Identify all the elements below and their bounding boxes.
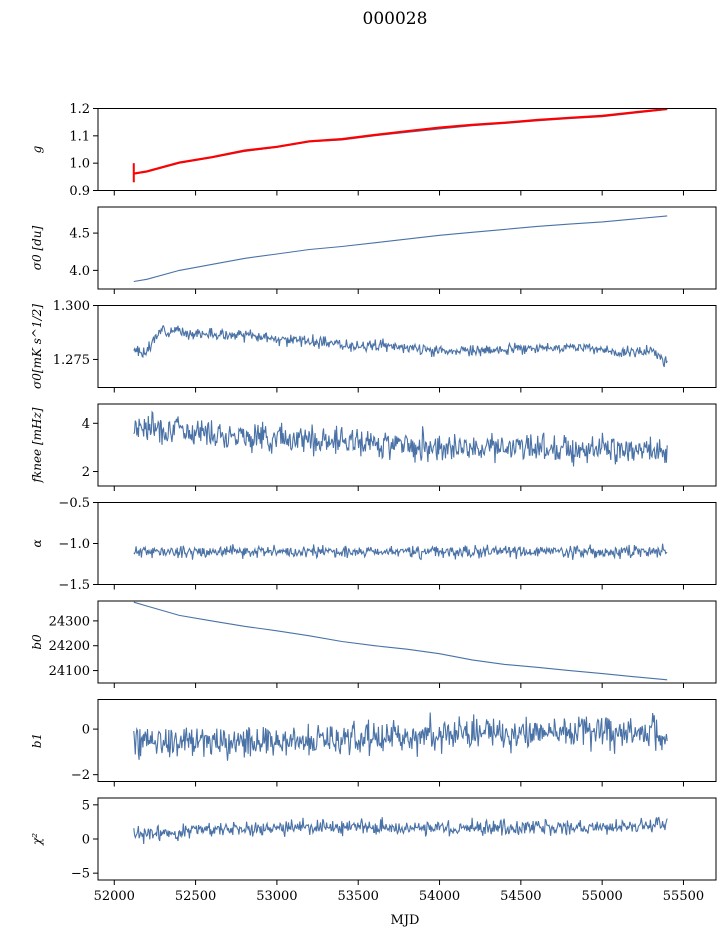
panel-6: 24100 24200 24300 b0 (30, 600, 717, 688)
series-line-1 (133, 410, 668, 467)
x-tick-label: 55500 (663, 889, 704, 904)
y-tick-label: 24300 (49, 614, 90, 629)
figure-title: 000028 (363, 9, 428, 29)
y-tick-label: −1.5 (58, 578, 90, 593)
y-tick-label: 0 (82, 723, 90, 738)
y-tick-label: 0 (82, 833, 90, 848)
y-axis-label: b1 (30, 733, 44, 748)
panel-frame (97, 797, 717, 881)
panel-frame (97, 502, 717, 585)
panel-7: −2 0 b1 (30, 699, 717, 787)
x-tick-label: 55000 (581, 889, 622, 904)
x-tick-label: 54000 (419, 889, 460, 904)
x-tick-label: 54500 (500, 889, 541, 904)
panel-1: 0.9 1.0 1.1 1.2 g (30, 102, 717, 199)
x-axis-label: MJD (391, 913, 420, 928)
panel-frame (97, 206, 717, 290)
y-tick-label: 24200 (49, 639, 90, 654)
y-axis-label: σ0 [du] (30, 225, 44, 270)
x-tick-label: 53000 (256, 889, 297, 904)
series-line-1 (133, 108, 668, 175)
y-tick-label: −1.0 (58, 537, 90, 552)
panel-2: 4.0 4.5 σ0 [du] (30, 206, 717, 294)
panel-frame (97, 403, 717, 487)
x-tick-label: 52500 (175, 889, 216, 904)
series-line-1 (133, 712, 668, 761)
y-tick-label: 0.9 (69, 184, 90, 199)
y-tick-label: −2 (71, 768, 90, 783)
y-tick-label: 1.1 (69, 129, 90, 144)
panel-5: −1.5 −1.0 −0.5 α (30, 496, 717, 593)
y-axis-label: b0 (30, 634, 44, 650)
panel-3: 1.275 1.300 σ0[mK s^1/2] (30, 299, 717, 393)
y-axis-label: g (30, 145, 44, 153)
panel-frame (97, 699, 717, 782)
y-tick-label: 4.5 (69, 227, 90, 242)
x-tick-label: 53500 (338, 889, 379, 904)
panel-8: −5 0 5 52000 52500 53000 53500 54000 54500 55000 5… (30, 797, 717, 904)
series-line-2 (133, 108, 668, 175)
y-tick-label: 24100 (49, 664, 90, 679)
series-line-1 (133, 543, 668, 561)
y-tick-label: 1.275 (53, 353, 90, 368)
y-tick-label: −5 (71, 867, 90, 882)
y-tick-label: 1.2 (69, 102, 90, 117)
y-tick-label: 5 (82, 798, 90, 813)
series-line-1 (133, 601, 668, 681)
y-axis-label: fknee [mHz] (30, 407, 44, 483)
y-tick-label: 2 (82, 465, 90, 480)
panels-container: 0.9 1.0 1.1 1.2 g 4.0 4.5 σ0 [du] 1.275 1.300 σ0[m… (30, 102, 717, 904)
y-tick-label: 1.0 (69, 157, 90, 172)
y-tick-label: −0.5 (58, 496, 90, 511)
panel-frame (97, 305, 717, 388)
y-tick-label: 4.0 (69, 264, 90, 279)
panel-frame (97, 600, 717, 684)
panel-4: 2 4 fknee [mHz] (30, 403, 717, 491)
y-tick-label: 1.300 (53, 299, 90, 314)
series-line-1 (133, 816, 668, 845)
y-axis-label: σ0[mK s^1/2] (30, 304, 44, 389)
series-line-1 (133, 325, 668, 368)
y-axis-label: α (30, 539, 44, 547)
x-tick-label: 52000 (94, 889, 135, 904)
series-line-1 (133, 215, 668, 283)
panel-frame (97, 108, 717, 191)
y-tick-label: 4 (82, 417, 90, 432)
y-axis-label: χ² (30, 833, 44, 846)
